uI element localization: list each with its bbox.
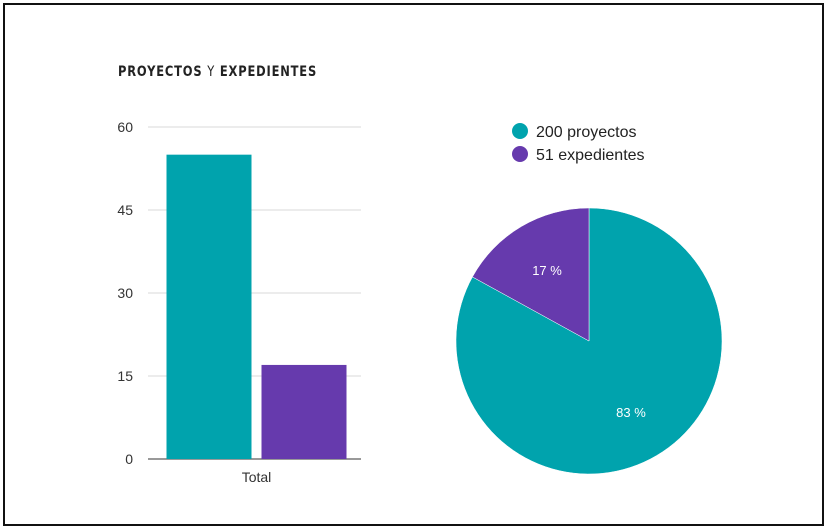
pie-value-label-1: 17 % — [532, 263, 562, 278]
y-tick-label: 30 — [117, 285, 133, 301]
bar-0 — [166, 154, 252, 459]
title-part-1: PROYECTOS — [118, 64, 203, 80]
y-tick-label: 0 — [125, 451, 133, 467]
bar-x-labels: Total — [242, 469, 272, 485]
pie-legend: 200 proyectos 51 expedientes — [512, 123, 645, 164]
legend-label-1: 51 expedientes — [536, 147, 645, 164]
y-tick-label: 45 — [117, 202, 133, 218]
chart-title: PROYECTOS Y EXPEDIENTES — [118, 64, 317, 80]
pie-value-labels: 83 % 17 % — [532, 263, 646, 420]
title-part-2: Y — [207, 64, 216, 80]
y-tick-label: 15 — [117, 368, 133, 384]
y-tick-label: 60 — [117, 119, 133, 135]
bar-series — [166, 154, 347, 459]
legend-swatch-0 — [512, 123, 528, 139]
bar-y-ticks: 0 15 30 45 60 — [117, 119, 133, 467]
pie-slice-1 — [472, 207, 590, 342]
x-tick-label: Total — [242, 469, 272, 485]
legend-swatch-1 — [512, 146, 528, 162]
pie-slices — [455, 207, 723, 475]
bar-1 — [261, 364, 347, 459]
title-part-3: EXPEDIENTES — [219, 64, 318, 80]
pie-value-label-0: 83 % — [616, 405, 646, 420]
legend-label-0: 200 proyectos — [536, 124, 637, 141]
